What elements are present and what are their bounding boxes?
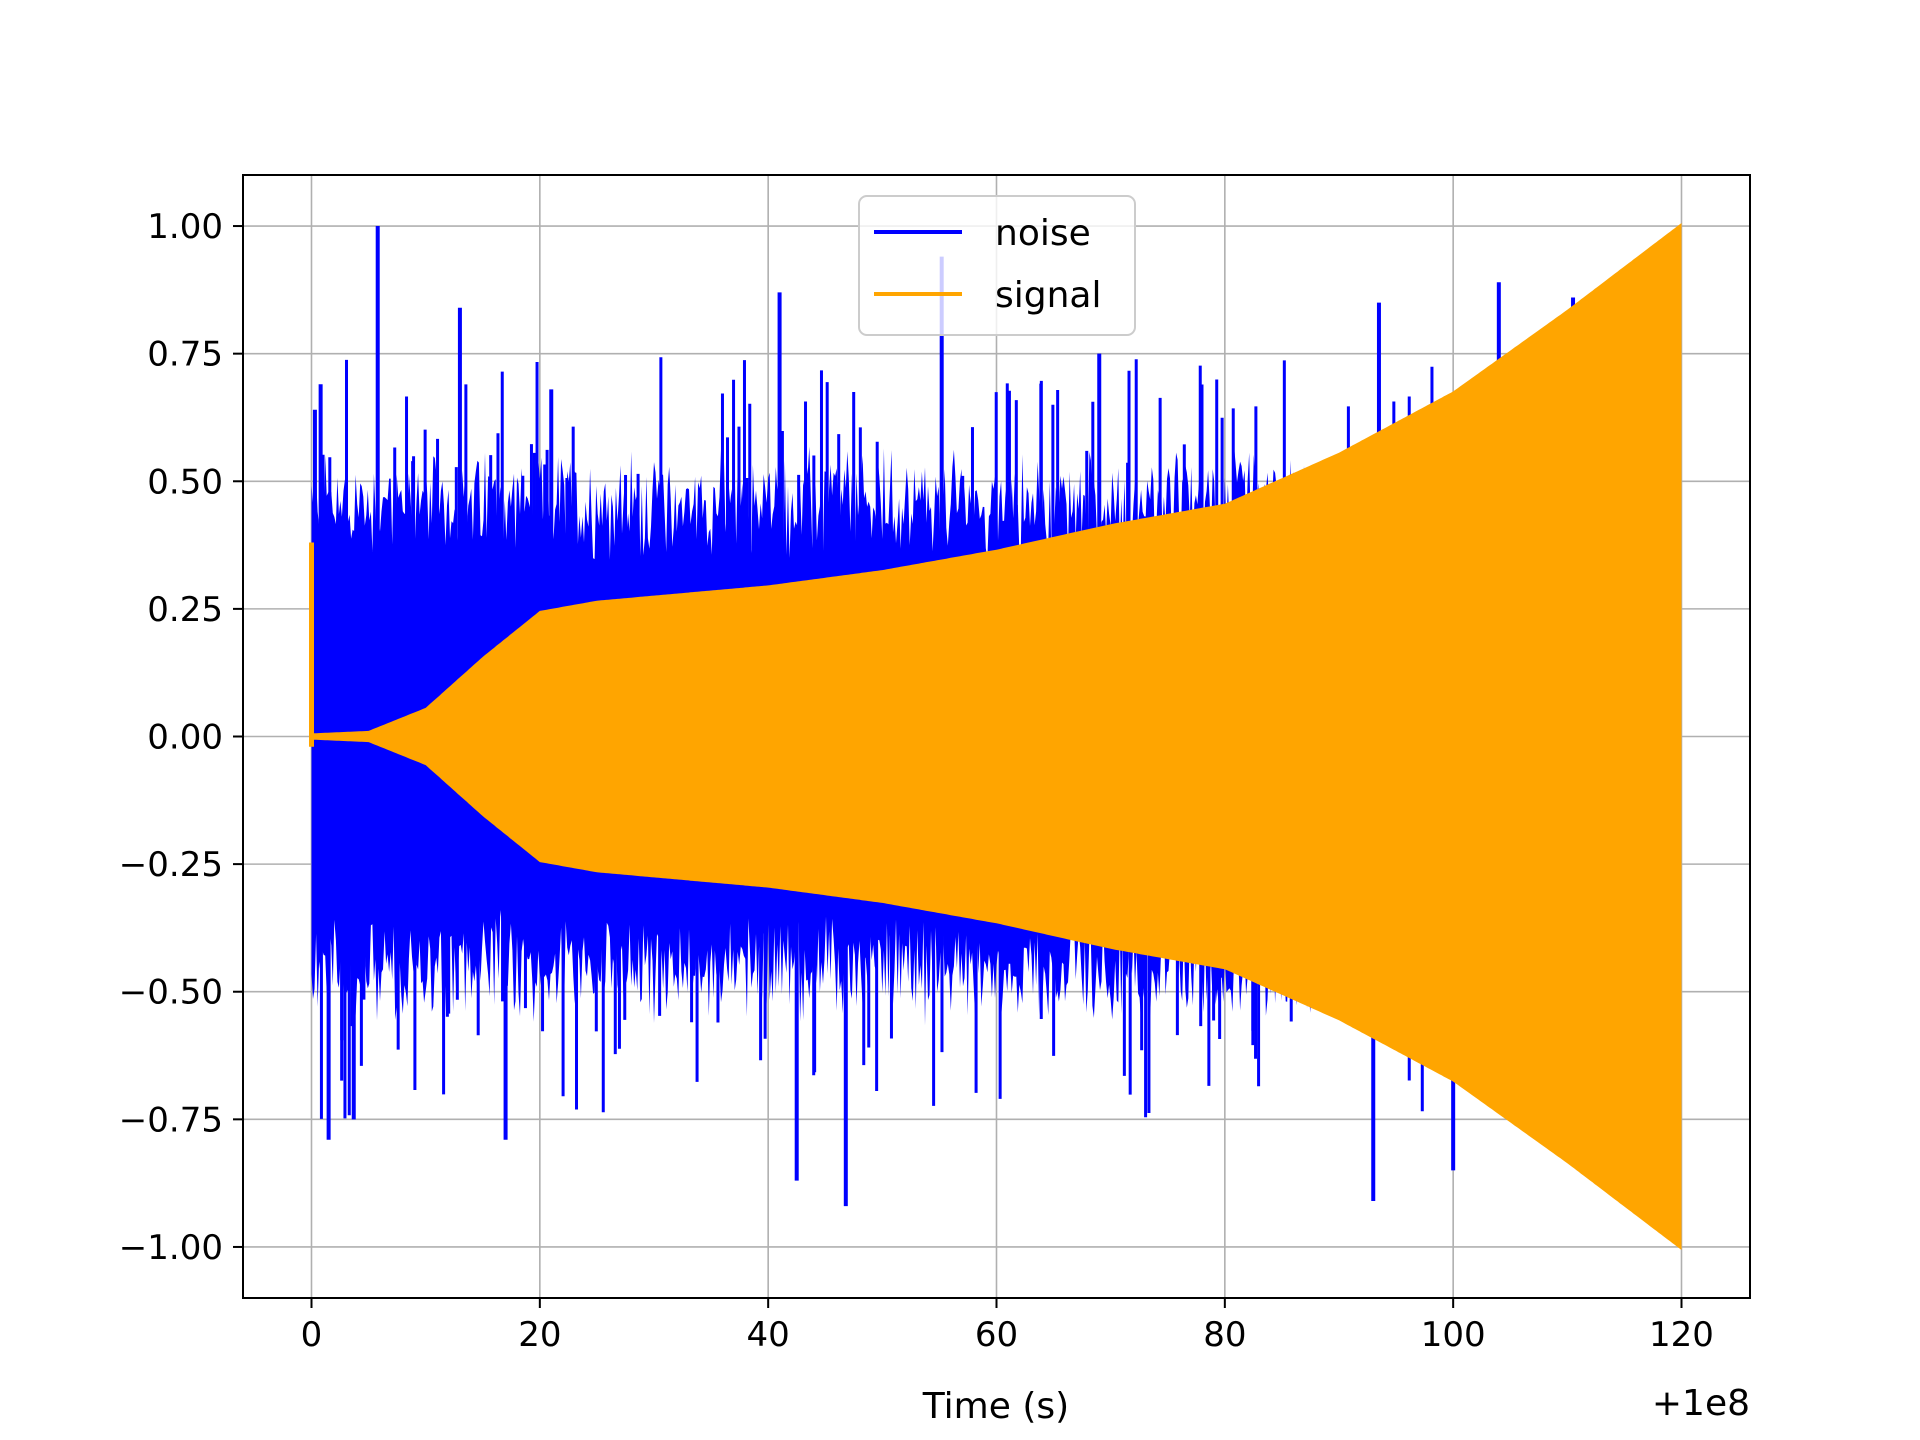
legend-label-signal: signal [995,275,1102,316]
legend: noise signal [858,195,1136,336]
x-tick-label: 0 [301,1315,323,1355]
x-axis-label: Time (s) [922,1386,1069,1427]
y-tick-label: −0.75 [119,1100,223,1140]
x-tick-label: 60 [975,1315,1018,1355]
x-tick-label: 40 [747,1315,790,1355]
y-tick-label: 0.25 [147,590,223,630]
y-tick-label: 1.00 [147,207,223,247]
x-axis-ticks: 0 20 40 60 80 100 120 [301,1298,1714,1355]
y-tick-label: 0.75 [147,335,223,375]
x-tick-label: 120 [1649,1315,1714,1355]
x-tick-label: 20 [518,1315,561,1355]
signal-series-band [311,223,1682,1250]
y-axis-ticks: 1.00 0.75 0.50 0.25 0.00 −0.25 −0.50 −0.75 −1.00 [119,207,243,1268]
legend-label-noise: noise [995,213,1091,254]
plot-data [309,223,1682,1250]
x-axis-offset-label: +1e8 [1652,1383,1750,1424]
x-tick-label: 100 [1421,1315,1486,1355]
y-tick-label: 0.50 [147,462,223,502]
y-tick-label: −1.00 [119,1228,223,1268]
x-tick-label: 80 [1203,1315,1246,1355]
y-tick-label: −0.50 [119,973,223,1013]
y-tick-label: 0.00 [147,718,223,758]
y-tick-label: −0.25 [119,845,223,885]
